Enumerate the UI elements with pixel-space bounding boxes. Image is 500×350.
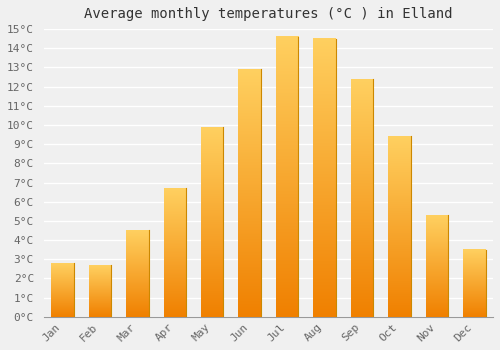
Title: Average monthly temperatures (°C ) in Elland: Average monthly temperatures (°C ) in El… xyxy=(84,7,452,21)
